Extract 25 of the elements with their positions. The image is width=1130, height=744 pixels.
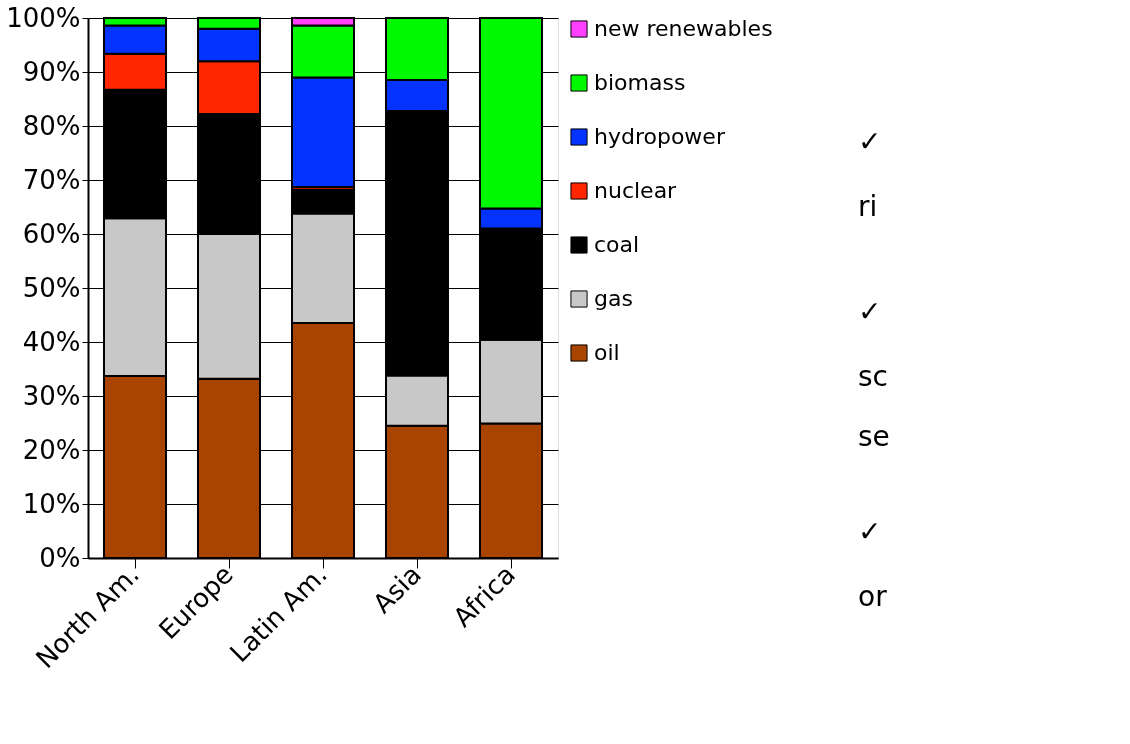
text: or	[858, 580, 888, 613]
text: ✓	[858, 295, 882, 328]
y-tick-label: 20%	[22, 434, 81, 465]
y-tick-label: 80%	[22, 110, 81, 141]
y-tick-label: 0%	[39, 542, 81, 573]
y-tick-label: 10%	[22, 488, 81, 519]
legend-label: hydropower	[594, 124, 726, 149]
legend-label: gas	[594, 286, 633, 311]
y-tick-label: 30%	[22, 380, 81, 411]
text: se	[858, 420, 890, 453]
legend-label: nuclear	[594, 178, 678, 203]
y-tick-label: 40%	[22, 326, 81, 357]
text: sc	[858, 360, 888, 393]
y-tick-label: 100%	[6, 2, 81, 33]
legend-label: oil	[594, 340, 620, 365]
text: ✓	[858, 515, 882, 548]
y-tick-label: 70%	[22, 164, 81, 195]
y-tick-label: 90%	[22, 56, 81, 87]
legend-label: new renewables	[594, 16, 773, 41]
legend-label: coal	[594, 232, 640, 257]
y-tick-label: 50%	[22, 272, 81, 303]
legend-label: biomass	[594, 70, 686, 95]
text: ri	[858, 190, 878, 223]
y-tick-label: 60%	[22, 218, 81, 249]
text: ✓	[858, 125, 882, 158]
